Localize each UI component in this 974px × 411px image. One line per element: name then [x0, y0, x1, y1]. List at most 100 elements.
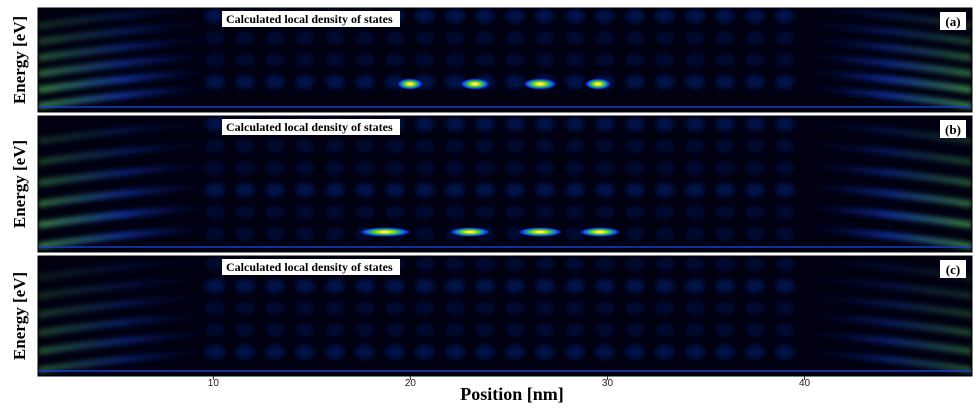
- lattice-feature: [655, 117, 675, 131]
- x-tick-label: 20: [405, 378, 417, 389]
- lattice-feature: [655, 53, 675, 67]
- panel-label: (b): [945, 122, 961, 137]
- panel: Calculated local density of states (c) Ene…: [10, 255, 973, 377]
- lattice-feature: [295, 345, 315, 359]
- lattice-feature: [445, 31, 465, 45]
- label-box: [940, 260, 966, 278]
- lattice-feature: [205, 75, 225, 89]
- lattice-feature: [415, 227, 435, 241]
- lattice-feature: [625, 9, 645, 23]
- lattice-feature: [295, 323, 315, 337]
- lattice-feature: [325, 183, 345, 197]
- panel-label: (a): [945, 14, 960, 29]
- lattice-feature: [745, 257, 765, 271]
- lattice-feature: [445, 53, 465, 67]
- lattice-feature: [625, 227, 645, 241]
- lattice-feature: [655, 345, 675, 359]
- x-axis-label: Position [nm]: [460, 384, 564, 404]
- lattice-feature: [235, 31, 255, 45]
- hot-spot: [357, 227, 413, 237]
- lattice-feature: [535, 345, 555, 359]
- lattice-feature: [325, 53, 345, 67]
- lattice-feature: [265, 31, 285, 45]
- lattice-feature: [355, 345, 375, 359]
- lattice-feature: [355, 323, 375, 337]
- edge-band: [38, 86, 211, 108]
- lattice-feature: [685, 161, 705, 175]
- lattice-feature: [505, 345, 525, 359]
- lattice-feature: [505, 117, 525, 131]
- lattice-feature: [325, 161, 345, 175]
- edge-band: [804, 275, 972, 299]
- lattice-feature: [475, 279, 495, 293]
- lattice-feature: [235, 279, 255, 293]
- panels: Calculated local density of states (a) Ene…: [10, 7, 973, 377]
- lattice-feature: [355, 301, 375, 315]
- lattice-feature: [415, 9, 435, 23]
- lattice-feature: [775, 183, 795, 197]
- panel-label: (c): [946, 262, 960, 277]
- lattice-feature: [775, 301, 795, 315]
- lattice-feature: [745, 53, 765, 67]
- lattice-feature: [445, 345, 465, 359]
- lattice-feature: [475, 161, 495, 175]
- x-tick-label: 40: [799, 378, 811, 389]
- heatmap: [38, 117, 972, 248]
- lattice-feature: [775, 161, 795, 175]
- edge-band: [804, 183, 972, 207]
- lattice-feature: [775, 53, 795, 67]
- lattice-feature: [205, 161, 225, 175]
- title-box: [222, 119, 400, 135]
- lattice-feature: [625, 139, 645, 153]
- edge-band: [804, 331, 972, 355]
- edge-band: [38, 69, 211, 93]
- lattice-feature: [325, 31, 345, 45]
- y-axis-label: Energy [eV]: [10, 272, 29, 360]
- title-box: [222, 11, 400, 27]
- lattice-feature: [595, 117, 615, 131]
- edge-band: [804, 226, 972, 248]
- lattice-feature: [385, 161, 405, 175]
- lattice-feature: [385, 139, 405, 153]
- lattice-feature: [775, 205, 795, 219]
- lattice-feature: [355, 183, 375, 197]
- lattice-feature: [715, 279, 735, 293]
- lattice-feature: [595, 323, 615, 337]
- edge-band: [38, 275, 211, 299]
- lattice-feature: [385, 31, 405, 45]
- lattice-feature: [685, 139, 705, 153]
- edge-band: [38, 294, 211, 318]
- lattice-feature: [655, 31, 675, 45]
- lattice-feature: [565, 75, 585, 89]
- lattice-feature: [595, 183, 615, 197]
- lattice-feature: [565, 257, 585, 271]
- edge-band: [804, 294, 972, 318]
- lattice-feature: [445, 183, 465, 197]
- lattice-feature: [715, 9, 735, 23]
- lattice-feature: [625, 257, 645, 271]
- lattice-feature: [595, 205, 615, 219]
- lattice-feature: [235, 53, 255, 67]
- edge-band: [804, 204, 972, 228]
- lattice-feature: [295, 227, 315, 241]
- lattice-feature: [325, 345, 345, 359]
- lattice-feature: [475, 117, 495, 131]
- title-box: [222, 259, 400, 275]
- lattice-feature: [475, 183, 495, 197]
- lattice-feature: [445, 279, 465, 293]
- lattice-feature: [265, 345, 285, 359]
- lattice-feature: [685, 53, 705, 67]
- lattice-feature: [715, 301, 735, 315]
- lattice-feature: [745, 139, 765, 153]
- lattice-feature: [415, 301, 435, 315]
- lattice-feature: [745, 323, 765, 337]
- lattice-feature: [745, 205, 765, 219]
- lattice-feature: [715, 75, 735, 89]
- edge-band: [38, 120, 211, 144]
- lattice-feature: [355, 53, 375, 67]
- lattice-feature: [415, 139, 435, 153]
- x-tick-label: 10: [208, 378, 220, 389]
- lattice-feature: [535, 183, 555, 197]
- edge-band: [804, 120, 972, 144]
